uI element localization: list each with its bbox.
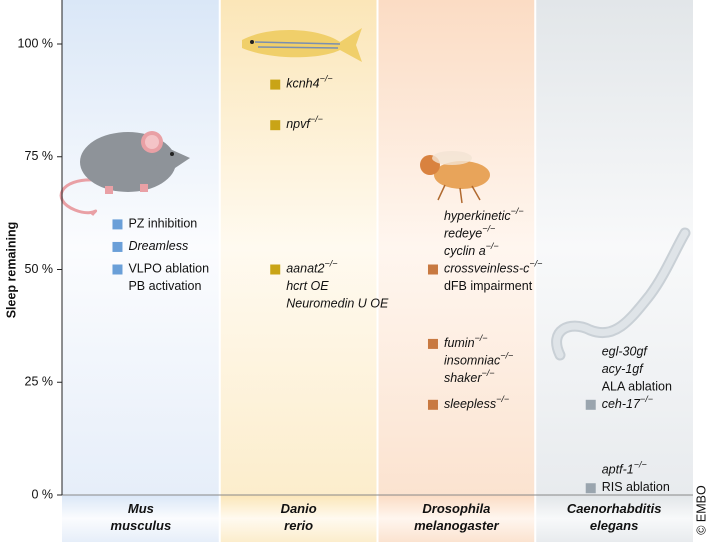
point-label: acy-1gf — [602, 362, 645, 376]
marker — [112, 219, 123, 230]
label-text: cyclin a — [444, 244, 486, 258]
label-text: aptf-1 — [602, 463, 634, 477]
label-text: aanat2 — [286, 262, 324, 276]
marker — [112, 264, 123, 275]
point-label: hcrt OE — [286, 279, 329, 293]
marker — [427, 338, 438, 349]
label-text: ALA ablation — [602, 380, 672, 394]
y-tick-label: 100 % — [18, 36, 53, 50]
category-label: Drosophila melanogaster — [414, 501, 499, 533]
y-axis-label: Sleep remaining — [4, 222, 18, 319]
category-band — [377, 495, 536, 542]
label-superscript: −/− — [496, 394, 509, 404]
marker — [270, 79, 281, 90]
point-label: crossveinless-c−/− — [444, 259, 542, 276]
category-label: Danio rerio — [281, 501, 317, 533]
column-background — [377, 0, 536, 495]
label-superscript: −/− — [640, 394, 653, 404]
label-superscript: −/− — [310, 115, 323, 125]
point-label: Dreamless — [128, 239, 188, 253]
point-label: VLPO ablation — [128, 262, 209, 276]
label-text: fumin — [444, 336, 475, 350]
worm-illustration — [551, 227, 691, 361]
marker — [585, 399, 596, 410]
column-background — [219, 0, 378, 495]
point-label: RIS ablation — [602, 481, 670, 495]
label-text: sleepless — [444, 397, 496, 411]
point-label: ALA ablation — [602, 380, 672, 394]
category-band — [535, 495, 693, 542]
y-tick-label: 25 % — [25, 375, 54, 389]
label-text: hcrt OE — [286, 279, 329, 293]
mouse-illustration — [59, 131, 190, 216]
label-text: crossveinless-c — [444, 262, 530, 276]
label-superscript: −/− — [511, 206, 524, 216]
label-text: VLPO ablation — [128, 262, 209, 276]
label-superscript: −/− — [486, 241, 499, 251]
point-label: dFB impairment — [444, 279, 533, 293]
marker — [112, 241, 123, 252]
label-text: dFB impairment — [444, 279, 533, 293]
column-background — [535, 0, 693, 495]
label-text: Neuromedin U OE — [286, 297, 389, 311]
fish-illustration — [242, 28, 362, 62]
label-text: insomniac — [444, 354, 501, 368]
label-text: egl-30gf — [602, 345, 649, 359]
point-label: redeye−/− — [444, 224, 495, 241]
label-superscript: −/− — [529, 259, 542, 269]
point-label: PB activation — [128, 279, 201, 293]
label-text: ceh-17 — [602, 397, 641, 411]
column-background — [62, 0, 220, 495]
point-label: shaker−/− — [444, 368, 495, 385]
label-text: npvf — [286, 117, 311, 131]
marker — [427, 264, 438, 275]
marker — [270, 264, 281, 275]
point-label: PZ inhibition — [128, 217, 197, 231]
label-text: acy-1gf — [602, 362, 645, 376]
label-superscript: −/− — [320, 74, 333, 84]
credit: © EMBO — [694, 485, 708, 535]
marker — [585, 483, 596, 494]
point-label: aptf-1−/− — [602, 460, 647, 477]
point-label: insomniac−/− — [444, 351, 513, 368]
point-label: npvf−/− — [286, 115, 323, 132]
category-label: Caenorhabditis elegans — [567, 501, 662, 533]
point-label: egl-30gf — [602, 345, 649, 359]
label-superscript: −/− — [482, 368, 495, 378]
fly-illustration — [420, 151, 490, 204]
label-text: shaker — [444, 371, 482, 385]
label-superscript: −/− — [324, 259, 337, 269]
label-superscript: −/− — [500, 351, 513, 361]
point-label: fumin−/− — [444, 333, 488, 350]
point-label: Neuromedin U OE — [286, 297, 389, 311]
point-label: hyperkinetic−/− — [444, 206, 524, 223]
label-text: Dreamless — [128, 239, 188, 253]
y-tick-label: 50 % — [25, 262, 54, 276]
category-band — [62, 495, 220, 542]
point-label: ceh-17−/− — [602, 394, 653, 411]
label-text: RIS ablation — [602, 481, 670, 495]
category-band — [219, 495, 378, 542]
label-superscript: −/− — [482, 224, 495, 234]
point-label: kcnh4−/− — [286, 74, 332, 91]
category-label: Mus musculus — [111, 501, 172, 533]
label-superscript: −/− — [475, 333, 488, 343]
y-tick-label: 75 % — [25, 149, 54, 163]
y-tick-label: 0 % — [31, 487, 53, 501]
label-superscript: −/− — [634, 460, 647, 470]
label-text: redeye — [444, 227, 482, 241]
label-text: PB activation — [128, 279, 201, 293]
marker — [270, 120, 281, 131]
label-text: hyperkinetic — [444, 209, 511, 223]
point-label: aanat2−/− — [286, 259, 337, 276]
point-label: cyclin a−/− — [444, 241, 499, 258]
marker — [427, 399, 438, 410]
label-text: kcnh4 — [286, 77, 319, 91]
point-label: sleepless−/− — [444, 394, 509, 411]
label-text: PZ inhibition — [128, 217, 197, 231]
